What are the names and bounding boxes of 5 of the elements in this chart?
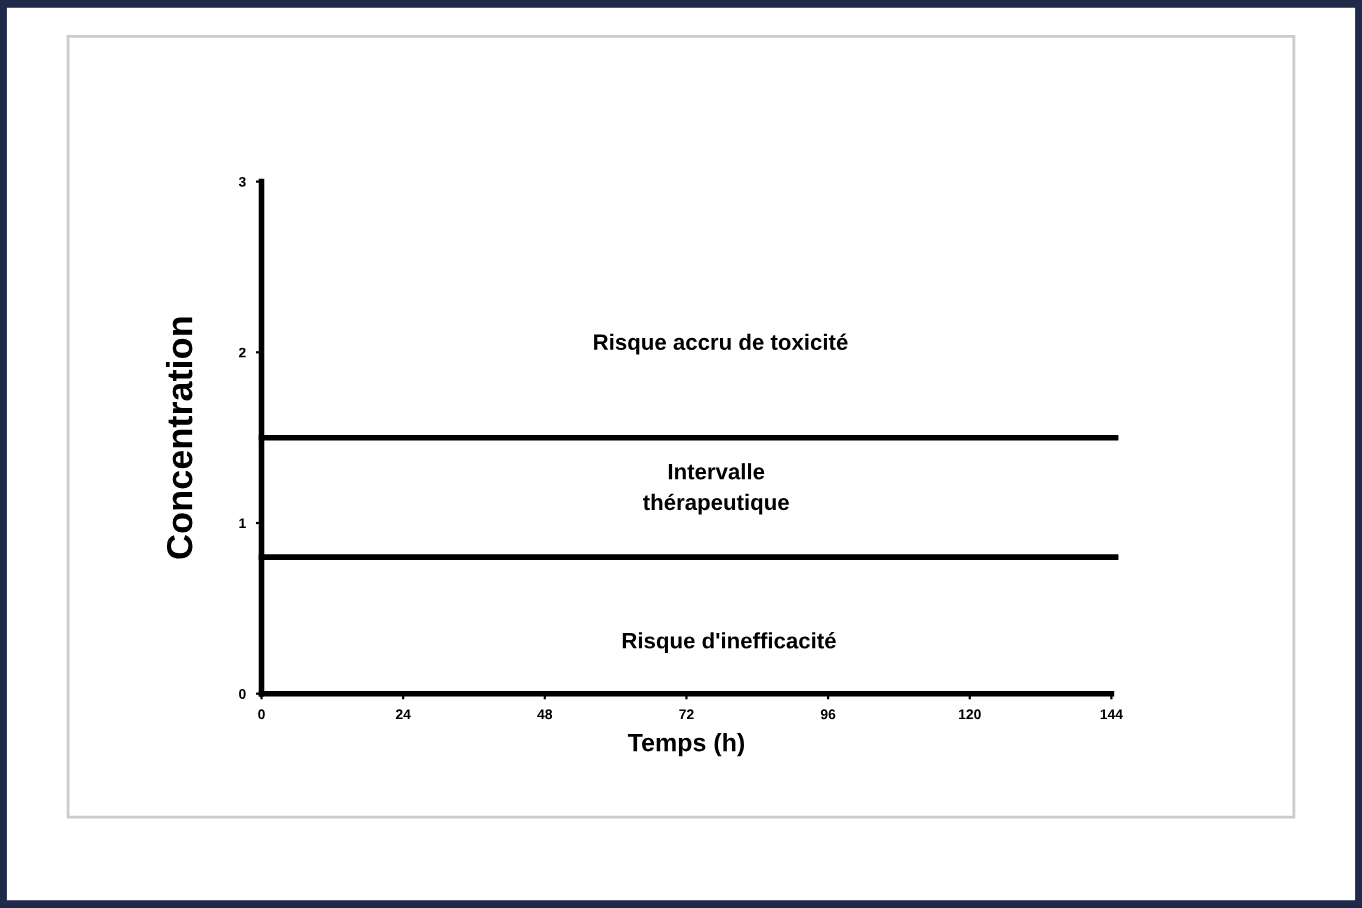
x-axis-title: Temps (h) xyxy=(627,733,745,757)
annotation: Risque accru de toxicité xyxy=(594,333,848,355)
y-axis-title: Concentration xyxy=(165,317,193,559)
annotation: Intervalle thérapeutique xyxy=(643,463,789,515)
annotation: Risque d'inefficacité xyxy=(622,632,836,653)
